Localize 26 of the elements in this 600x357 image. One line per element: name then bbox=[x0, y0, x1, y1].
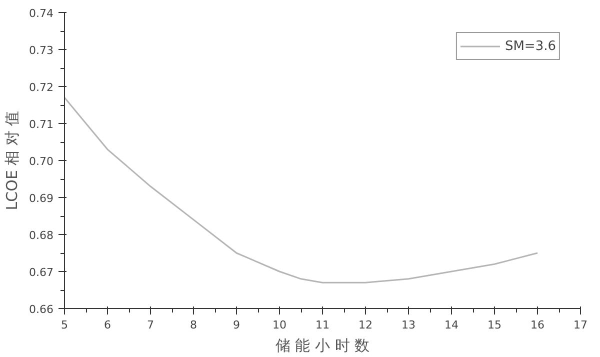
x-tick-label: 12 bbox=[358, 318, 372, 332]
x-tick-label: 10 bbox=[272, 318, 286, 332]
line-series bbox=[64, 96, 538, 284]
x-tick-label: 13 bbox=[402, 318, 416, 332]
x-tick-label: 14 bbox=[444, 318, 458, 332]
y-tick-label: 0.67 bbox=[29, 266, 54, 279]
y-tick-label: 0.73 bbox=[29, 44, 54, 57]
x-tick-label: 6 bbox=[104, 318, 111, 332]
x-tick-label: 17 bbox=[574, 318, 588, 332]
x-axis-title: 储 能 小 时 数 bbox=[275, 336, 370, 354]
y-tick-label: 0.70 bbox=[29, 155, 54, 168]
y-tick-label: 0.68 bbox=[29, 229, 54, 242]
x-tick-label: 11 bbox=[316, 318, 330, 332]
legend-label: SM=3.6 bbox=[504, 38, 556, 54]
x-tick-label: 5 bbox=[61, 318, 68, 332]
y-tick-label: 0.69 bbox=[29, 192, 54, 205]
y-tick-label: 0.72 bbox=[29, 81, 54, 94]
x-tick-label: 15 bbox=[488, 318, 502, 332]
y-tick-label: 0.74 bbox=[29, 7, 54, 20]
y-axis-title: LCOE 相 对 值 bbox=[3, 110, 22, 210]
y-tick-label: 0.71 bbox=[29, 118, 54, 131]
y-tick-label: 0.66 bbox=[29, 303, 54, 316]
x-tick-label: 8 bbox=[190, 318, 197, 332]
x-tick-label: 7 bbox=[147, 318, 154, 332]
x-tick-label: 16 bbox=[530, 318, 544, 332]
x-tick-label: 9 bbox=[233, 318, 240, 332]
